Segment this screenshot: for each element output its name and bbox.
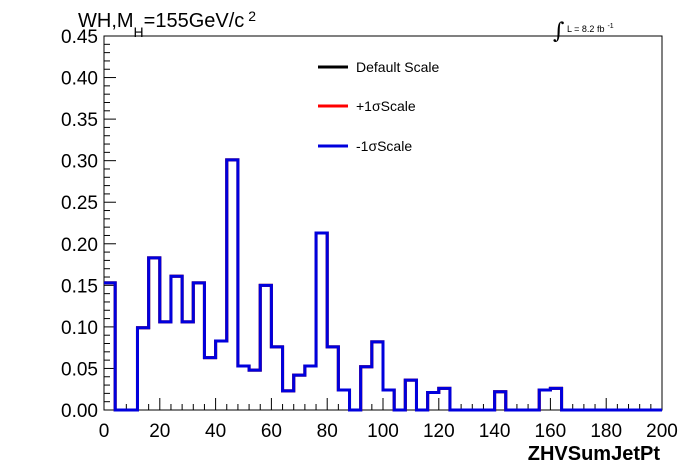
luminosity-label: L = 8.2 fb -1 [567, 23, 614, 34]
x-tick-label: 180 [590, 421, 622, 442]
series-layer [104, 158, 662, 412]
y-tick-label: 0.15 [61, 276, 98, 297]
legend-label-default: Default Scale [356, 59, 439, 75]
y-tick-label: 0.40 [61, 69, 98, 90]
luminosity-superscript: -1 [607, 23, 613, 30]
y-tick-label: 0.35 [61, 110, 98, 131]
x-tick-label: 20 [149, 421, 170, 442]
x-tick-label: 80 [317, 421, 338, 442]
x-tick-label: 0 [99, 421, 110, 442]
y-tick-label: 0.25 [61, 193, 98, 214]
x-tick-label: 60 [261, 421, 282, 442]
y-tick-label: 0.10 [61, 318, 98, 339]
chart-title: WH,MH=155GeV/c 2 [78, 8, 256, 40]
series-line-2 [104, 158, 662, 412]
title-subscript: H [134, 24, 144, 40]
x-axis-label: ZHVSumJetPt [528, 443, 661, 465]
y-axis: 0.00 0.05 0.10 0.15 0.20 0.25 0.30 0.35 0.40 0.45 [61, 27, 116, 422]
legend-label-plus1sigma: +1σScale [356, 98, 416, 114]
x-tick-label: 200 [646, 421, 678, 442]
legend: Default Scale +1σScale -1σScale [318, 59, 439, 154]
y-tick-label: 0.45 [61, 27, 98, 48]
integral-symbol: ∫ [553, 19, 565, 44]
x-tick-label: 120 [423, 421, 455, 442]
y-tick-label: 0.20 [61, 235, 98, 256]
title-rest: =155GeV/c [144, 10, 245, 32]
y-tick-label: 0.30 [61, 152, 98, 173]
x-tick-label: 140 [479, 421, 511, 442]
title-superscript: 2 [248, 8, 256, 24]
x-tick-label: 100 [367, 421, 399, 442]
x-tick-label: 160 [535, 421, 567, 442]
legend-label-minus1sigma: -1σScale [356, 138, 412, 154]
y-tick-label: 0.00 [61, 401, 98, 422]
x-tick-label: 40 [205, 421, 226, 442]
y-tick-label: 0.05 [61, 359, 98, 380]
